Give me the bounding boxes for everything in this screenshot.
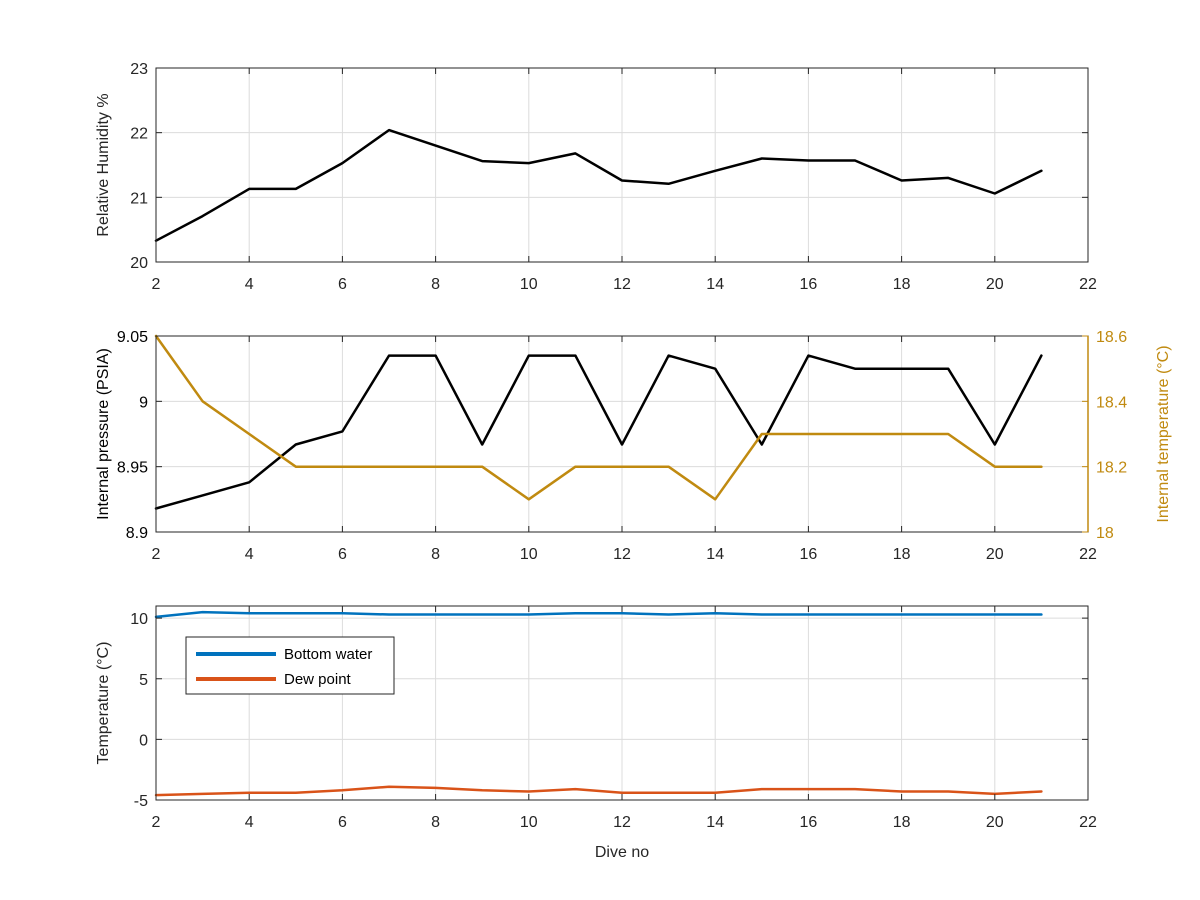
legend-box <box>185 636 395 695</box>
series-line-pressure-0 <box>154 354 1043 510</box>
series-line-humidity-0 <box>154 128 1043 242</box>
y-axis-label-pressure: Internal pressure (PSIA) <box>95 348 112 520</box>
x-tick-label-temperature: 6 <box>338 814 347 831</box>
y-tick-label-humidity: 23 <box>130 61 148 78</box>
y-tick-label-temperature: 5 <box>139 672 148 689</box>
x-tick-label-pressure: 6 <box>338 546 347 563</box>
x-tick-label-pressure: 4 <box>245 546 254 563</box>
y-tick-label-humidity: 20 <box>130 255 148 272</box>
y-tick-label-temperature: 10 <box>130 611 148 628</box>
x-tick-label-temperature: 2 <box>152 814 161 831</box>
series-line-dew-point <box>154 785 1043 797</box>
x-tick-label-humidity: 16 <box>800 276 818 293</box>
x-tick-label-temperature: 18 <box>893 814 911 831</box>
x-tick-label-humidity: 8 <box>431 276 440 293</box>
y2-tick-label: 18.4 <box>1096 394 1127 411</box>
x-tick-label-temperature: 16 <box>800 814 818 831</box>
x-tick-label-temperature: 22 <box>1079 814 1097 831</box>
x-tick-label-humidity: 14 <box>706 276 724 293</box>
x-tick-label-humidity: 18 <box>893 276 911 293</box>
y-axis-label-temperature: Temperature (°C) <box>95 642 112 765</box>
x-tick-label-humidity: 12 <box>613 276 631 293</box>
panel-relative-humidity: 2 4 6 8 10 12 14 16 18 20 22 20 21 22 23 Relative Humi… <box>95 61 1097 293</box>
y-tick-label-temperature: -5 <box>134 793 148 810</box>
x-tick-label-pressure: 10 <box>520 546 538 563</box>
x-tick-label-temperature: 12 <box>613 814 631 831</box>
legend: Bottom water Dew point <box>185 636 395 695</box>
series-line-bottom-water <box>154 610 1043 619</box>
x-tick-label-humidity: 20 <box>986 276 1004 293</box>
legend-label-bottom-water: Bottom water <box>284 646 372 663</box>
x-tick-label-temperature: 8 <box>431 814 440 831</box>
panel-pressure-temperature: 2 4 6 8 10 12 14 16 18 20 22 8.9 8.95 9 9.05 18 18.2 18.4… <box>95 329 1172 563</box>
x-tick-label-temperature: 10 <box>520 814 538 831</box>
y2-tick-label: 18.6 <box>1096 329 1127 346</box>
y-tick-label-pressure: 8.9 <box>126 525 148 542</box>
x-tick-label-temperature: 20 <box>986 814 1004 831</box>
y2-tick-label: 18.2 <box>1096 460 1127 477</box>
x-tick-label-temperature: 4 <box>245 814 254 831</box>
x-tick-label-humidity: 6 <box>338 276 347 293</box>
y2-tick-label: 18 <box>1096 525 1114 542</box>
x-tick-label-temperature: 14 <box>706 814 724 831</box>
x-tick-label-pressure: 2 <box>152 546 161 563</box>
x-tick-label-humidity: 22 <box>1079 276 1097 293</box>
y-tick-label-humidity: 22 <box>130 126 148 143</box>
x-axis-label-dive-no: Dive no <box>595 844 649 861</box>
x-tick-label-pressure: 14 <box>706 546 724 563</box>
legend-label-dew-point: Dew point <box>284 671 352 688</box>
x-tick-label-pressure: 12 <box>613 546 631 563</box>
x-tick-label-humidity: 10 <box>520 276 538 293</box>
x-tick-label-humidity: 2 <box>152 276 161 293</box>
panel-temperature: 2 4 6 8 10 12 14 16 18 20 22 -5 0 5 10 Temperature (°C… <box>95 605 1097 861</box>
y-tick-label-humidity: 21 <box>130 190 148 207</box>
y-tick-label-pressure: 9 <box>139 394 148 411</box>
series-line-pressure-1 <box>154 334 1043 501</box>
y-tick-label-temperature: 0 <box>139 732 148 749</box>
x-tick-label-pressure: 8 <box>431 546 440 563</box>
x-tick-label-pressure: 18 <box>893 546 911 563</box>
x-tick-label-pressure: 20 <box>986 546 1004 563</box>
y-tick-label-pressure: 8.95 <box>117 460 148 477</box>
x-tick-label-humidity: 4 <box>245 276 254 293</box>
y-tick-label-pressure: 9.05 <box>117 329 148 346</box>
y2-axis-label-internal-temperature: Internal temperature (°C) <box>1155 345 1172 522</box>
y-axis-label-humidity: Relative Humidity % <box>95 93 112 236</box>
x-tick-label-pressure: 16 <box>800 546 818 563</box>
x-tick-label-pressure: 22 <box>1079 546 1097 563</box>
